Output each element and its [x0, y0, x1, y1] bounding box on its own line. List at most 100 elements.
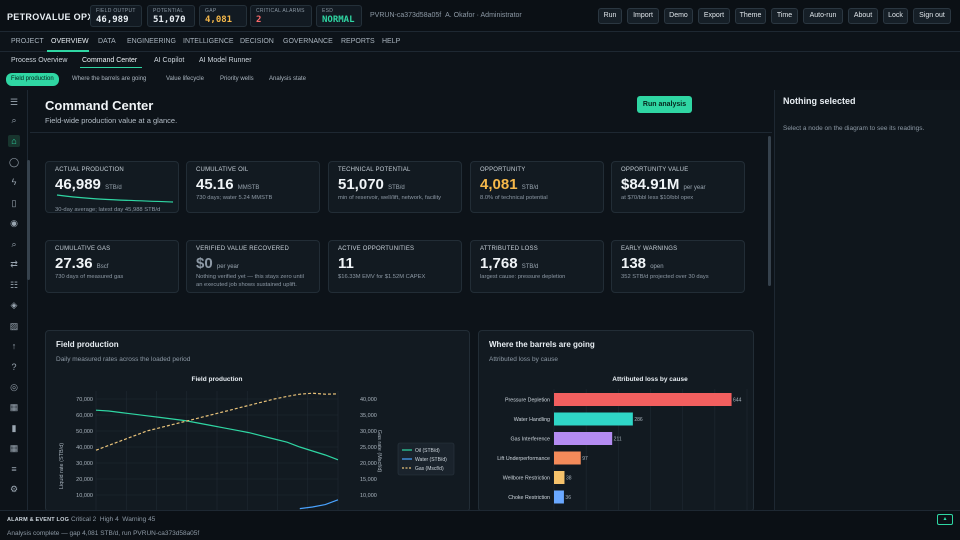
barrels-panel: Where the barrels are going Attributed l…: [478, 330, 754, 512]
kpi-label: EARLY WARNINGS: [621, 246, 678, 252]
stat-value: 4,081: [205, 15, 233, 25]
pill-value-lifecycle[interactable]: Value lifecycle: [166, 76, 204, 82]
y2-tick-label: 40,000: [360, 397, 377, 403]
header-divider: [30, 132, 772, 133]
stat-value: 51,070: [153, 15, 186, 25]
kpi-unit: Bscf: [96, 264, 109, 270]
kpi-label: OPPORTUNITY: [480, 167, 526, 173]
pill-field-production[interactable]: Field production: [6, 73, 59, 86]
grid-icon[interactable]: ▦: [9, 402, 19, 412]
y-tick-label: 30,000: [76, 461, 93, 467]
stat-gap: GAP 4,081: [199, 5, 247, 27]
settings-icon[interactable]: ⚙: [9, 484, 19, 494]
export-button[interactable]: Export: [698, 8, 730, 24]
run-analysis-button[interactable]: Run analysis: [637, 96, 692, 113]
legend-label: Gas (Mscf/d): [415, 466, 444, 472]
chart-title: Attributed loss by cause: [612, 376, 688, 383]
series-line: [299, 499, 339, 510]
sign-out-button[interactable]: Sign out: [913, 8, 951, 24]
pill-priority-wells[interactable]: Priority wells: [220, 76, 254, 82]
lock-button[interactable]: Lock: [883, 8, 908, 24]
nav-help[interactable]: HELP: [382, 38, 401, 45]
stat-critical-alarms: CRITICAL ALARMS 2: [250, 5, 312, 27]
sidebar-scrollbar[interactable]: [27, 160, 30, 280]
demo-button[interactable]: Demo: [664, 8, 693, 24]
target-icon[interactable]: ◎: [10, 382, 18, 392]
time-button[interactable]: Time: [771, 8, 798, 24]
tab-active-underline: [80, 67, 142, 68]
nav-project[interactable]: PROJECT: [11, 38, 44, 45]
kpi-unit: STB/d: [521, 264, 539, 270]
tab-ai-copilot[interactable]: AI Copilot: [154, 57, 185, 64]
nav-overview[interactable]: OVERVIEW: [51, 38, 89, 45]
table-icon[interactable]: ▦: [9, 443, 19, 453]
y-tick-label: 50,000: [76, 429, 93, 435]
tab-ai-model-runner[interactable]: AI Model Runner: [199, 57, 252, 64]
stat-label: ESD: [322, 8, 334, 14]
kpi-label: ACTUAL PRODUCTION: [55, 167, 124, 173]
magnify-icon[interactable]: ⌕: [11, 239, 17, 249]
nav-decision[interactable]: DECISION: [240, 38, 274, 45]
layers-icon[interactable]: ◈: [10, 300, 18, 310]
inspector-hint: Select a node on the diagram to see its …: [783, 125, 925, 132]
kpi-sub: largest cause: pressure depletion: [480, 274, 566, 280]
menu-icon[interactable]: ☰: [9, 97, 19, 107]
home-icon[interactable]: ⌂: [8, 135, 20, 147]
kpi-number: 138: [621, 255, 647, 272]
about-button[interactable]: About: [848, 8, 878, 24]
device-icon[interactable]: ▮: [11, 423, 17, 433]
nav-active-underline: [47, 50, 89, 52]
nav-governance[interactable]: GOVERNANCE: [283, 38, 333, 45]
kpi-sub: at $70/bbl less $10/bbl opex: [621, 195, 694, 201]
transfer-icon[interactable]: ⇄: [10, 259, 18, 269]
kpi-card: ACTUAL PRODUCTION 46,989 STB/d 30-day aver…: [45, 161, 179, 213]
chart-icon[interactable]: ▨: [9, 321, 19, 331]
pill-analysis-state[interactable]: Analysis state: [269, 76, 307, 82]
upload-icon[interactable]: ↑: [11, 341, 17, 351]
kpi-card: ATTRIBUTED LOSS 1,768 STB/d largest cause:…: [470, 240, 604, 293]
kpi-card: EARLY WARNINGS 138 open 352 STB/d projecte…: [611, 240, 745, 293]
bar: [554, 490, 564, 504]
kpi-card: OPPORTUNITY VALUE $84.91M per year at $70/…: [611, 161, 745, 213]
database-icon[interactable]: ☷: [9, 280, 19, 290]
kpi-unit: open: [650, 264, 664, 270]
kpi-label: ACTIVE OPPORTUNITIES: [338, 246, 415, 252]
theme-button[interactable]: Theme: [735, 8, 766, 24]
expand-icon[interactable]: ▴: [937, 514, 953, 525]
kpi-card: ACTIVE OPPORTUNITIES 11 $16.33M EMV for $…: [328, 240, 462, 293]
y2-axis-label: Gas rate (Mscf/d): [376, 430, 382, 473]
nav-data[interactable]: DATA: [98, 38, 116, 45]
kpi-value: 45.16 MMSTB: [196, 176, 310, 193]
sub-nav: Process Overview Command Center AI Copil…: [0, 53, 960, 70]
pill-barrels[interactable]: Where the barrels are going: [72, 76, 147, 82]
kpi-sub: 730 days of measured gas: [55, 274, 124, 280]
tab-process-overview[interactable]: Process Overview: [11, 57, 68, 64]
auto-run-button[interactable]: Auto-run: [803, 8, 843, 24]
chat-icon[interactable]: ◯: [8, 157, 20, 167]
y2-tick-label: 25,000: [360, 445, 377, 451]
kpi-number: 11: [338, 255, 354, 272]
document-icon[interactable]: ▯: [11, 198, 17, 208]
eye-icon[interactable]: ◉: [10, 218, 18, 228]
nav-intelligence[interactable]: INTELLIGENCE: [183, 38, 234, 45]
import-button[interactable]: Import: [627, 8, 659, 24]
tab-command-center[interactable]: Command Center: [82, 57, 138, 64]
y-tick-label: 10,000: [76, 493, 93, 499]
bolt-icon[interactable]: ϟ: [11, 177, 17, 187]
alarm-title: ALARM & EVENT LOG: [7, 517, 70, 523]
search-icon[interactable]: ⌕: [11, 115, 17, 125]
field-production-chart: Field production 70,000 60,000 50,000 40,000…: [59, 376, 455, 511]
nav-engineering[interactable]: ENGINEERING: [127, 38, 177, 45]
category-label: Wellbore Restriction: [503, 476, 550, 482]
run-button[interactable]: Run: [598, 8, 622, 24]
run-id-text: PVRUN-ca373d58a05f: [370, 12, 442, 19]
list-icon[interactable]: ≡: [11, 464, 17, 474]
help-icon[interactable]: ?: [11, 362, 17, 372]
y-axis-label: Liquid rate (STB/d): [59, 443, 65, 489]
main-scrollbar[interactable]: [768, 136, 771, 286]
alarm-log-bar[interactable]: ALARM & EVENT LOG Critical 2 High 4 Warn…: [0, 510, 960, 528]
chart-title: Field production: [192, 376, 243, 383]
stat-value: NORMAL: [322, 15, 355, 25]
kpi-number: 1,768: [480, 255, 518, 272]
nav-reports[interactable]: REPORTS: [341, 38, 375, 45]
